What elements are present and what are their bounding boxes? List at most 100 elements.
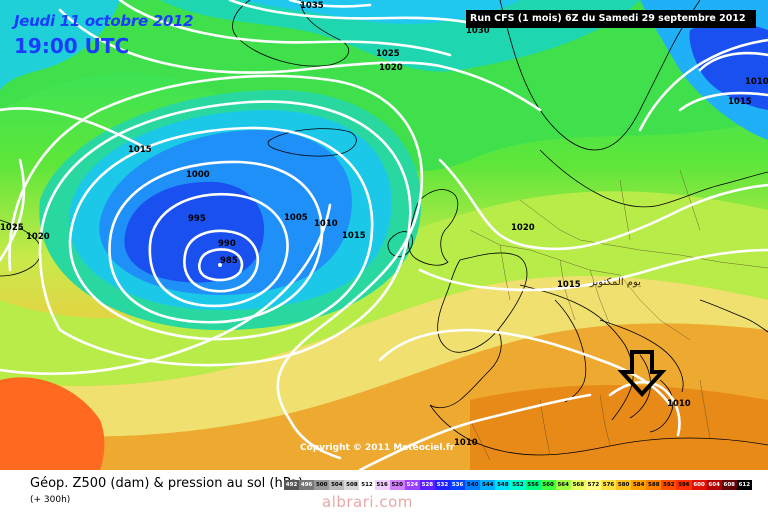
contour-label-1010: 1010 <box>454 438 478 448</box>
contour-label-1010: 1010 <box>314 219 338 229</box>
contour-label-1000: 1000 <box>186 170 210 180</box>
overlay-arabic-text: يوم المكتوبر <box>590 277 641 288</box>
scale-value-label: 612 <box>738 482 751 488</box>
scale-value-label: 580 <box>617 482 630 488</box>
scale-swatch <box>631 480 647 490</box>
scale-swatch <box>555 480 571 490</box>
scale-swatch <box>616 480 632 490</box>
scale-value-label: 512 <box>361 482 373 488</box>
legend-footer <box>0 470 768 512</box>
scale-value-label: 496 <box>300 482 313 488</box>
scale-swatch <box>540 480 556 490</box>
scale-swatch <box>495 480 511 490</box>
scale-value-label: 552 <box>512 482 524 488</box>
contour-label-1020: 1020 <box>511 223 535 233</box>
scale-value-label: 560 <box>542 482 554 488</box>
contour-label-1010: 1010 <box>745 77 768 87</box>
scale-swatch <box>510 480 526 490</box>
scale-value-label: 532 <box>436 482 449 488</box>
color-scale-labels: 492 496 500 504 508 512 516 520 524 528 532 536 540 5… <box>284 480 752 490</box>
contour-label-1035: 1035 <box>300 1 324 11</box>
contour-label-1005: 1005 <box>284 213 308 223</box>
scale-swatch <box>570 480 586 490</box>
contour-label-1025: 1025 <box>376 49 400 59</box>
contour-label-995: 995 <box>188 214 206 224</box>
isobar-ne-1010 <box>698 51 768 72</box>
isobar-1020-arc <box>0 203 332 376</box>
scale-value-label: 524 <box>406 482 419 488</box>
scale-value-label: 540 <box>466 482 479 488</box>
contour-label-1015: 1015 <box>128 145 152 155</box>
contour-label-990: 990 <box>218 239 236 249</box>
contour-label-1020: 1020 <box>26 232 50 242</box>
scale-value-label: 576 <box>602 482 615 488</box>
scale-value-label: 600 <box>693 482 705 488</box>
scale-swatch <box>646 480 662 490</box>
borders <box>469 169 768 461</box>
scale-value-label: 608 <box>723 482 735 488</box>
isobar-1030 <box>228 0 482 27</box>
watermark: albrari.com <box>322 493 413 511</box>
band-deepblue-low <box>124 181 265 283</box>
contour-label-1015: 1015 <box>728 97 752 107</box>
scale-swatch <box>691 480 707 490</box>
scale-swatch <box>344 480 360 490</box>
isobar-1020-north <box>58 8 542 112</box>
scale-swatch <box>329 480 345 490</box>
scale-swatch <box>600 480 617 490</box>
color-scale-bar <box>284 480 752 490</box>
map-time: 19:00 UTC <box>14 34 130 58</box>
isobar-1000 <box>108 160 324 324</box>
coastlines <box>0 0 768 456</box>
scale-swatch <box>374 480 390 490</box>
contour-label-1020: 1020 <box>379 63 403 73</box>
scale-value-label: 596 <box>678 482 690 488</box>
scale-value-label: 548 <box>497 482 509 488</box>
scale-swatch <box>389 480 405 490</box>
contour-label-1030: 1030 <box>466 26 490 36</box>
scale-value-label: 592 <box>663 482 675 488</box>
scale-swatch <box>465 480 481 490</box>
isobar-1035 <box>288 0 372 8</box>
isobars <box>0 0 768 470</box>
scale-value-label: 544 <box>482 482 494 488</box>
down-arrow-icon <box>617 350 667 397</box>
scale-swatch <box>314 480 330 490</box>
isobar-ne-1015 <box>678 91 768 112</box>
isobar-1015-europe <box>418 248 768 292</box>
scale-swatch <box>404 480 420 490</box>
isobar-1010 <box>38 100 412 367</box>
run-info: Run CFS (1 mois) 6Z du Samedi 29 septemb… <box>466 10 756 28</box>
band-darkorange-sw <box>0 377 105 470</box>
contour-label-1015: 1015 <box>342 231 366 241</box>
scale-value-label: 516 <box>376 482 388 488</box>
isobar-1020-west <box>0 158 26 262</box>
scale-swatch <box>661 480 677 490</box>
band-green-north <box>0 0 768 171</box>
isobar-1015-south <box>378 328 672 407</box>
scale-value-label: 572 <box>587 482 600 488</box>
map-date: Jeudi 11 octobre 2012 <box>14 12 194 30</box>
isobar-1005 <box>68 126 374 341</box>
scale-value-label: 568 <box>572 482 585 488</box>
scale-value-label: 492 <box>285 482 298 488</box>
scale-swatch <box>419 480 435 490</box>
isobar-1025-north <box>118 0 452 57</box>
contour-label-1010: 1010 <box>667 399 691 409</box>
contour-label-985: 985 <box>220 256 238 266</box>
scale-swatch <box>450 480 466 490</box>
legend-subtitle: (+ 300h) <box>30 495 71 505</box>
band-blue-north <box>240 0 520 24</box>
isobar-1010-se <box>608 380 681 437</box>
scale-value-label: 520 <box>391 482 403 488</box>
isobar-1010-south <box>358 393 592 470</box>
scale-swatch <box>736 480 752 490</box>
scale-value-label: 536 <box>451 482 464 488</box>
scale-swatch <box>721 480 737 490</box>
isobar-985 <box>197 248 244 282</box>
scale-swatch <box>480 480 496 490</box>
scale-swatch <box>585 480 601 490</box>
contour-label-1015: 1015 <box>557 280 581 290</box>
scale-swatch <box>676 480 692 490</box>
isobar-995 <box>148 192 289 308</box>
